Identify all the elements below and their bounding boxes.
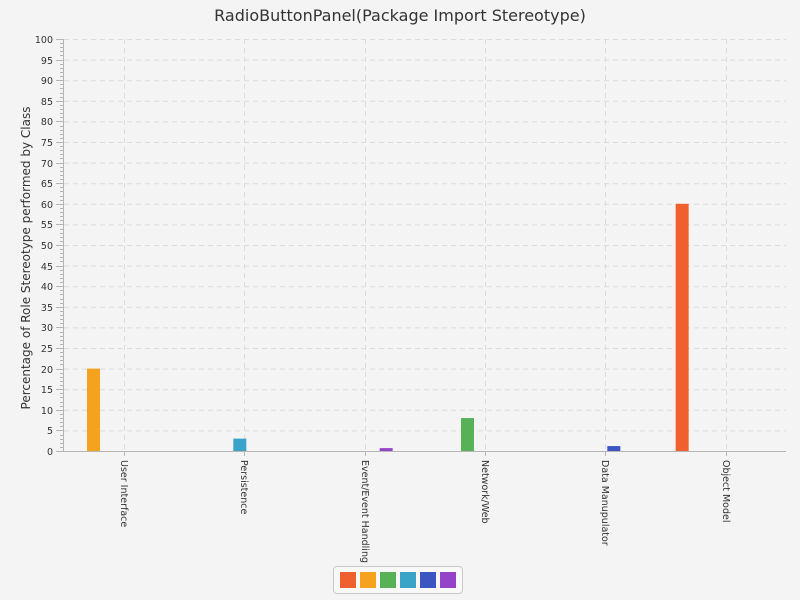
x-tick-label: Object Model xyxy=(720,460,731,522)
y-tick-label: 45 xyxy=(41,262,53,273)
x-tick-label: Data Manupulator xyxy=(599,460,610,546)
bar xyxy=(461,418,474,451)
legend-swatch xyxy=(340,572,356,588)
y-tick-label: 50 xyxy=(41,241,53,252)
bar xyxy=(233,438,247,451)
bar xyxy=(379,448,393,451)
bar xyxy=(675,203,689,451)
y-tick-label: 95 xyxy=(41,56,53,67)
bar xyxy=(607,446,621,451)
y-tick-label: 70 xyxy=(41,159,53,170)
legend xyxy=(333,566,463,594)
y-tick-label: 100 xyxy=(35,35,53,46)
y-tick-label: 75 xyxy=(41,138,53,149)
y-tick-label: 5 xyxy=(47,426,53,437)
x-tick-label: Network/Web xyxy=(479,460,490,524)
bar xyxy=(87,368,100,451)
y-tick-label: 55 xyxy=(41,220,53,231)
y-tick-label: 60 xyxy=(41,200,53,211)
y-tick-label: 20 xyxy=(41,365,53,376)
x-tick-label: Event/Event Handling xyxy=(359,460,370,563)
y-tick-label: 35 xyxy=(41,303,53,314)
legend-swatch xyxy=(420,572,436,588)
chart-title: RadioButtonPanel(Package Import Stereoty… xyxy=(214,6,586,25)
y-tick-label: 80 xyxy=(41,117,53,128)
legend-swatch xyxy=(440,572,456,588)
y-tick-label: 25 xyxy=(41,344,53,355)
y-tick-label: 15 xyxy=(41,385,53,396)
legend-swatch xyxy=(360,572,376,588)
y-tick-label: 0 xyxy=(47,447,53,458)
x-tick-label: User Interface xyxy=(118,460,129,527)
y-tick-label: 10 xyxy=(41,406,53,417)
y-tick-label: 40 xyxy=(41,282,53,293)
legend-swatch xyxy=(400,572,416,588)
y-tick-label: 30 xyxy=(41,323,53,334)
y-tick-label: 65 xyxy=(41,179,53,190)
y-tick-label: 90 xyxy=(41,76,53,87)
y-tick-label: 85 xyxy=(41,97,53,108)
legend-swatch xyxy=(380,572,396,588)
x-tick-label: Persistence xyxy=(238,460,249,514)
